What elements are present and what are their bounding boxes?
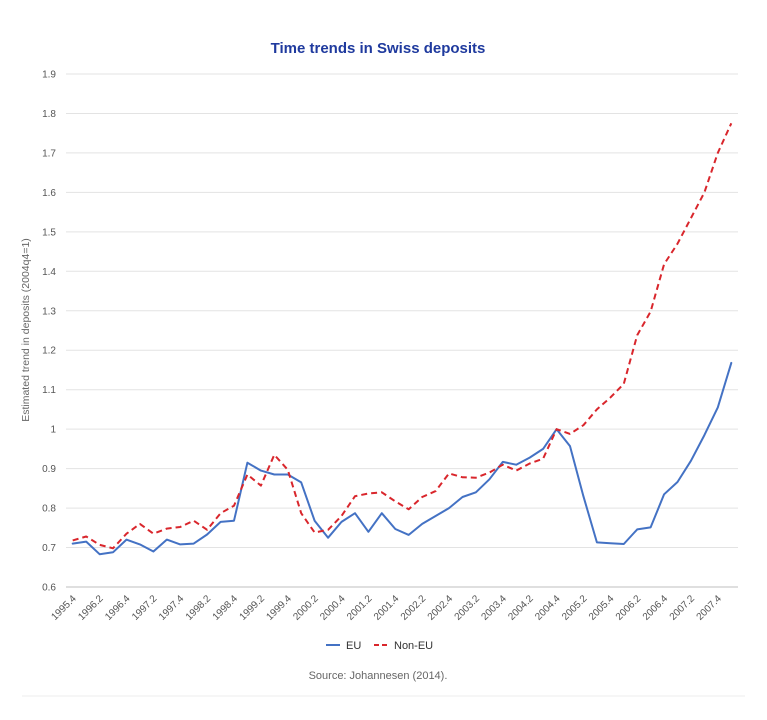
y-tick-label: 1.5: [42, 227, 56, 238]
y-tick-label: 1.1: [42, 385, 56, 396]
x-tick-label: 1996.2: [76, 593, 106, 623]
y-tick-label: 1.9: [42, 70, 56, 81]
y-tick-label: 1.6: [42, 188, 56, 199]
chart-title: Time trends in Swiss deposits: [271, 40, 486, 57]
series-lines: [71, 122, 733, 556]
gridlines: [66, 73, 738, 588]
series-line-non-eu[interactable]: [72, 122, 733, 550]
y-tick-label: 0.6: [42, 583, 56, 594]
legend-item-non-eu[interactable]: Non-EU: [374, 640, 433, 652]
x-tick-label: 2007.2: [668, 593, 698, 623]
x-tick-label: 2003.2: [453, 593, 483, 623]
x-tick-label: 1996.4: [103, 593, 133, 623]
x-tick-label: 2002.4: [426, 593, 456, 623]
x-tick-label: 1997.4: [157, 593, 187, 623]
legend-label-non-eu: Non-EU: [394, 640, 433, 652]
legend: EU Non-EU: [326, 640, 433, 652]
x-tick-label: 2001.4: [372, 593, 402, 623]
y-tick-label: 0.9: [42, 464, 56, 475]
x-tick-label: 1999.4: [264, 593, 294, 623]
x-tick-label: 2004.2: [506, 593, 536, 623]
legend-label-eu: EU: [346, 640, 361, 652]
legend-item-eu[interactable]: EU: [326, 640, 361, 652]
x-tick-label: 2002.2: [399, 593, 429, 623]
y-tick-label: 0.7: [42, 543, 56, 554]
x-tick-label: 2007.4: [695, 593, 725, 623]
x-tick-label: 2003.4: [480, 593, 510, 623]
y-tick-label: 1.7: [42, 148, 56, 159]
y-tick-label: 1.3: [42, 306, 56, 317]
x-tick-label: 2005.2: [560, 593, 590, 623]
y-tick-label: 0.8: [42, 504, 56, 515]
y-tick-label: 1.2: [42, 346, 56, 357]
y-axis-title: Estimated trend in deposits (2004q4=1): [20, 238, 32, 422]
source-note: Source: Johannesen (2014).: [309, 670, 448, 682]
y-tick-label: 1.4: [42, 267, 56, 278]
x-tick-label: 1999.2: [238, 593, 268, 623]
x-tick-label: 1995.4: [49, 593, 79, 623]
x-tick-label: 2006.2: [614, 593, 644, 623]
x-tick-label: 1998.2: [184, 593, 214, 623]
x-tick-label: 1998.4: [211, 593, 241, 623]
x-tick-label: 2005.4: [587, 593, 617, 623]
y-tick-label: 1: [50, 425, 56, 436]
series-line-eu[interactable]: [71, 361, 733, 556]
y-tick-label: 1.8: [42, 109, 56, 120]
x-tick-label: 2001.2: [345, 593, 375, 623]
x-tick-label: 2004.4: [533, 593, 563, 623]
x-tick-label: 1997.2: [130, 593, 160, 623]
x-axis-ticks: 1995.41996.21996.41997.21997.41998.21998…: [49, 593, 724, 623]
y-axis-ticks: 0.6 0.7 0.8 0.9 1 1.1 1.2 1.3 1.4 1.5 1.6 1.7 1.8 1.9: [42, 70, 56, 594]
x-tick-label: 2006.4: [641, 593, 671, 623]
x-tick-label: 2000.2: [291, 593, 321, 623]
x-tick-label: 2000.4: [318, 593, 348, 623]
